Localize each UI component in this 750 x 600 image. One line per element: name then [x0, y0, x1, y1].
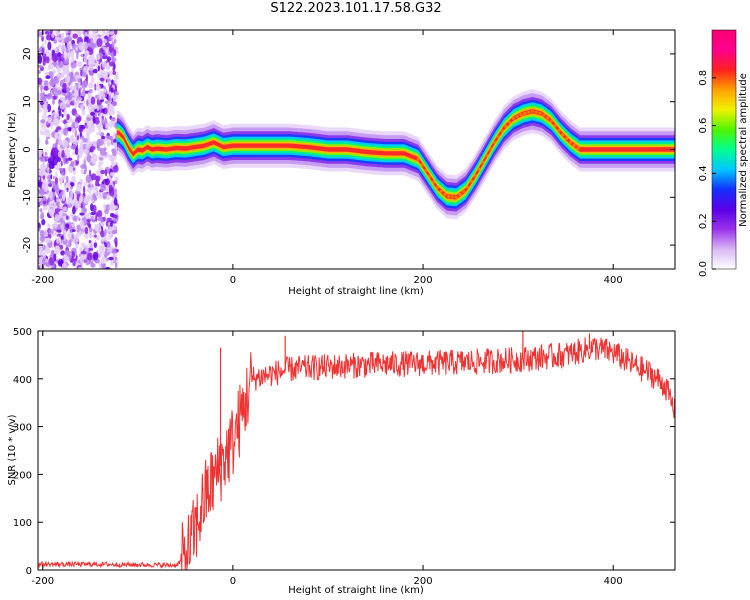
- snr-x-ticks: -200 0 200 400: [31, 331, 623, 587]
- x-tick-label: 200: [414, 275, 433, 286]
- x-tick-label: 400: [604, 275, 623, 286]
- colorbar-tick-label: 0.8: [698, 70, 709, 86]
- ridge-point: [527, 110, 531, 114]
- ridge-point: [431, 180, 436, 184]
- snr-y-label: SNR (10 * v/v): [7, 414, 18, 485]
- ridge-point: [519, 113, 523, 117]
- ridge-point: [489, 147, 493, 151]
- ridge-point: [534, 110, 538, 114]
- x-tick-label: -200: [31, 576, 54, 587]
- ridge-point: [553, 124, 557, 128]
- snr-x-label: Height of straight line (km): [288, 585, 424, 596]
- spectrogram-x-label: Height of straight line (km): [288, 286, 424, 297]
- ridge-point: [416, 157, 420, 161]
- colorbar-tick-label: 0.2: [698, 213, 709, 229]
- ridge-point: [420, 163, 424, 167]
- colorbar: 0.0 0.2 0.4 0.6 0.8 Normalized spectral ampl…: [698, 29, 749, 277]
- ridge-point: [565, 136, 569, 141]
- ridge-point: [530, 109, 535, 113]
- ridge-point: [542, 113, 546, 117]
- y-tick-label: 500: [13, 327, 32, 338]
- chart-title: S122.2023.101.17.58.G32: [270, 1, 442, 16]
- y-tick-label: 10: [22, 95, 33, 108]
- ridge-point: [496, 135, 500, 139]
- y-tick-label: 400: [13, 375, 32, 386]
- ridge-point: [508, 120, 512, 124]
- ridge-point: [561, 133, 565, 137]
- ridge-point: [439, 189, 443, 193]
- ridge-point: [469, 179, 474, 184]
- colorbar-tick-label: 0.4: [698, 165, 709, 181]
- y-tick-label: 20: [22, 48, 33, 61]
- ridge-point: [523, 111, 527, 115]
- ridge-point: [466, 185, 470, 189]
- ridge-point: [447, 194, 451, 199]
- snr-series-line: [38, 337, 675, 570]
- ridge-point: [450, 195, 455, 199]
- ridge-point: [515, 114, 519, 119]
- ridge-point: [500, 129, 504, 133]
- y-tick-label: -20: [22, 237, 33, 253]
- ridge-point: [435, 186, 439, 190]
- x-tick-label: 200: [414, 576, 433, 587]
- ridge-point: [572, 143, 576, 147]
- ridge-band: [116, 109, 675, 200]
- ridge-point: [424, 168, 428, 173]
- ridge-point: [504, 124, 508, 128]
- colorbar-ticks: 0.0 0.2 0.4 0.6 0.8: [698, 70, 716, 277]
- ridge-point: [462, 190, 466, 194]
- spectrogram-x-ticks: -200 0 200 400: [31, 30, 623, 286]
- y-tick-label: 300: [13, 423, 32, 434]
- ridge-point: [454, 195, 458, 199]
- ridge-point: [538, 111, 542, 115]
- ridge-point: [428, 174, 432, 178]
- colorbar-label: Normalized spectral amplitude: [738, 73, 749, 227]
- ridge-point: [557, 128, 561, 132]
- spectrogram-plot-area: [38, 30, 675, 269]
- ridge-point: [576, 146, 580, 150]
- colorbar-tick-label: 0.0: [698, 261, 709, 277]
- ridge-point: [443, 193, 447, 197]
- x-tick-label: 0: [230, 576, 236, 587]
- ridge-point: [546, 116, 550, 120]
- ridge-point: [473, 174, 477, 178]
- colorbar-gradient: [711, 29, 737, 270]
- ridge-point: [568, 140, 573, 144]
- y-tick-label: 200: [13, 470, 32, 481]
- ridge-point: [549, 119, 554, 123]
- y-tick-label: 100: [13, 518, 32, 529]
- ridge-point: [458, 192, 462, 196]
- ridge-point: [477, 167, 481, 171]
- ridge-point: [511, 116, 515, 120]
- colorbar-tick-label: 0.6: [698, 118, 709, 134]
- ridge: [116, 89, 675, 220]
- x-tick-label: 400: [604, 576, 623, 587]
- x-tick-label: -200: [31, 275, 54, 286]
- y-tick-label: 0: [22, 146, 33, 152]
- y-tick-label: -10: [22, 189, 33, 205]
- snr-plot-area: [38, 331, 675, 570]
- spectrogram-y-ticks: -20 -10 0 10 20: [22, 48, 675, 253]
- snr-frame: [37, 330, 676, 571]
- ridge-point: [481, 160, 485, 164]
- ridge-point: [492, 140, 496, 144]
- noise-region: [38, 30, 120, 269]
- spectrogram-panel: -200 0 200 400 -20 -10 0 10 20 Height of straig…: [7, 29, 676, 297]
- y-tick-label: 0: [26, 566, 32, 577]
- spectrogram-y-label: Frequency (Hz): [7, 112, 18, 188]
- ridge-point: [485, 154, 489, 158]
- x-tick-label: 0: [230, 275, 236, 286]
- snr-y-ticks: 0 100 200 300 400 500: [13, 327, 675, 577]
